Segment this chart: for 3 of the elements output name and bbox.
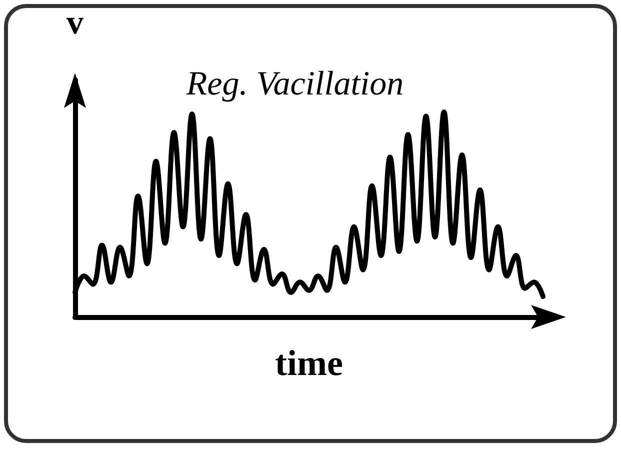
chart-title: Reg. Vacillation: [185, 66, 404, 102]
x-axis-title: time: [275, 343, 343, 383]
y-axis-title: v: [66, 4, 84, 42]
